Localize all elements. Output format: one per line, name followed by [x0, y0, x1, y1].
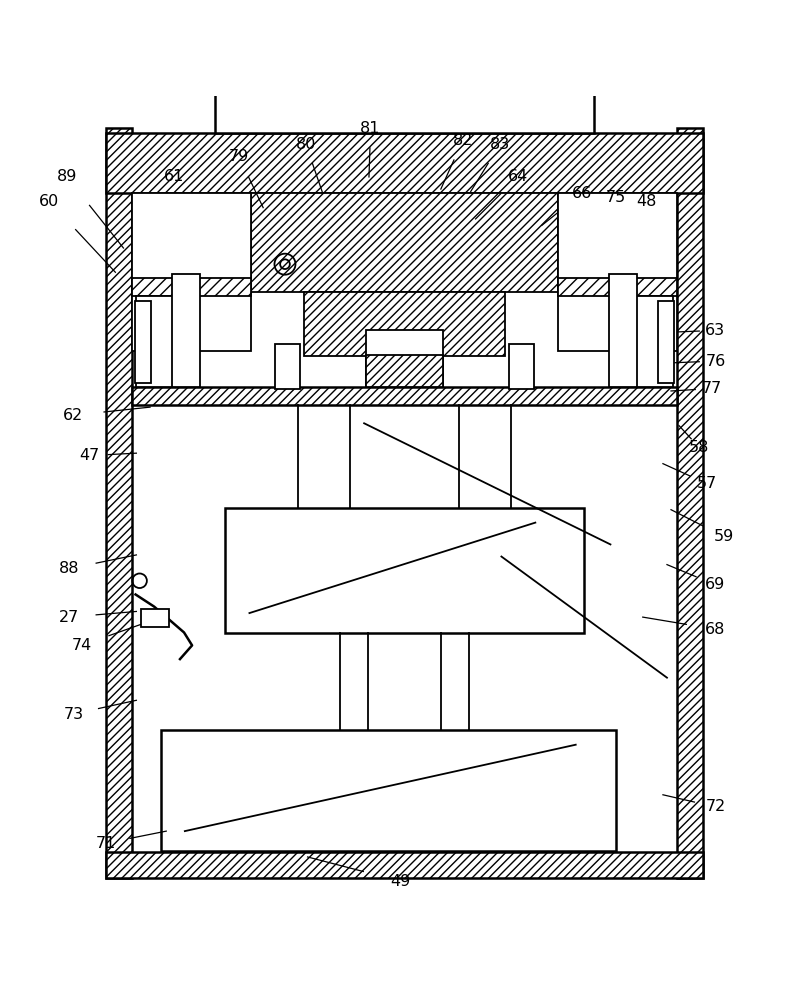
Text: 60: 60: [39, 194, 59, 209]
Bar: [366, 355, 443, 387]
Text: 59: 59: [714, 529, 734, 544]
Text: 66: 66: [572, 186, 592, 201]
Text: 63: 63: [705, 323, 726, 338]
Bar: [658, 301, 674, 383]
Text: 64: 64: [507, 169, 527, 184]
Bar: [106, 133, 703, 193]
Bar: [172, 274, 200, 387]
Text: 83: 83: [489, 137, 510, 152]
Bar: [161, 730, 616, 851]
Text: 48: 48: [637, 194, 657, 209]
Text: 73: 73: [63, 707, 83, 722]
Bar: [303, 292, 506, 356]
Text: 62: 62: [63, 408, 83, 423]
Bar: [275, 344, 299, 389]
Bar: [136, 296, 192, 387]
Text: 79: 79: [229, 149, 249, 164]
Bar: [225, 508, 584, 633]
Bar: [251, 193, 558, 292]
Text: 75: 75: [606, 190, 626, 205]
Bar: [106, 852, 703, 878]
Bar: [366, 330, 443, 387]
Text: 69: 69: [705, 577, 726, 592]
Text: 74: 74: [71, 638, 91, 653]
Bar: [558, 193, 677, 351]
Text: 68: 68: [705, 622, 726, 637]
Text: 89: 89: [57, 169, 77, 184]
Bar: [510, 344, 534, 389]
Text: 80: 80: [296, 137, 316, 152]
Text: 82: 82: [452, 133, 472, 148]
Text: 47: 47: [79, 448, 100, 463]
Bar: [135, 301, 151, 383]
Text: 77: 77: [701, 381, 722, 396]
Text: 88: 88: [59, 561, 79, 576]
Text: 76: 76: [705, 354, 726, 369]
Text: 57: 57: [697, 476, 718, 491]
Text: 72: 72: [705, 799, 726, 814]
Bar: [142, 609, 169, 627]
Bar: [132, 278, 251, 296]
Bar: [132, 387, 677, 405]
Text: 27: 27: [59, 610, 79, 625]
Text: 61: 61: [164, 169, 184, 184]
Text: 58: 58: [689, 440, 709, 455]
Bar: [617, 296, 673, 387]
Bar: [132, 193, 251, 351]
Bar: [558, 278, 677, 296]
Text: 71: 71: [95, 836, 116, 851]
Bar: [106, 128, 132, 878]
Text: 49: 49: [390, 874, 411, 889]
Text: 81: 81: [360, 121, 381, 136]
Bar: [214, 56, 595, 133]
Bar: [609, 274, 637, 387]
Bar: [677, 128, 703, 878]
